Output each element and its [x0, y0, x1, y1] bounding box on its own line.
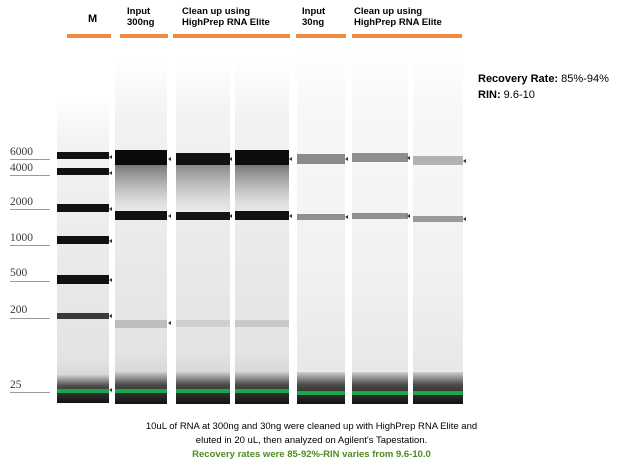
cleanup-2a-bands [352, 153, 408, 404]
ladder-line-6000 [10, 159, 50, 160]
header-cleanup-1-line2: HighPrep RNA Elite [182, 17, 270, 28]
header-input-300ng-line1: Input [127, 6, 151, 17]
ladder-line-500 [10, 281, 50, 282]
ladder-line-2000 [10, 209, 50, 210]
band-tick-marks [109, 155, 466, 392]
rin-note: RIN: 9.6-10 [478, 89, 535, 101]
ladder-label-500: 500 [10, 267, 28, 279]
caption-line-1: 10uL of RNA at 300ng and 30ng were clean… [145, 421, 478, 432]
caption-line-3: Recovery rates were 85-92%-RIN varies fr… [192, 449, 431, 460]
header-input-300ng-line2: 300ng [127, 17, 155, 28]
rin-label: RIN: [478, 89, 501, 101]
recovery-rate-value: 85%-94% [561, 73, 609, 85]
ladder-label-200: 200 [10, 304, 28, 316]
orange-bar-input-300ng [120, 34, 168, 38]
cleanup-2b-bands [413, 156, 463, 404]
lane-cleanup-2a [352, 45, 408, 405]
marker-band-4000 [57, 168, 109, 175]
header-cleanup-2-line1: Clean up using [354, 6, 423, 17]
marker-band-6000 [57, 152, 109, 159]
recovery-rate-note: Recovery Rate: 85%-94% [478, 73, 609, 85]
rin-value: 9.6-10 [503, 89, 535, 101]
lane-cleanup-1b [235, 60, 289, 405]
header-cleanup-1: Clean up using HighPrep RNA Elite [182, 6, 270, 28]
marker-band-200 [57, 313, 109, 319]
orange-bar-cleanup-2 [352, 34, 462, 38]
header-cleanup-2-line2: HighPrep RNA Elite [354, 17, 442, 28]
marker-band-2000 [57, 204, 109, 212]
ladder-line-25 [10, 392, 50, 393]
input-300ng-bands [115, 150, 167, 404]
green-marker-bands [57, 389, 463, 395]
caption-line-2: eluted in 20 uL, then analyzed on Agilen… [195, 435, 428, 446]
header-input-30ng: Input 30ng [302, 6, 325, 28]
header-input-30ng-line1: Input [302, 6, 326, 17]
lane-cleanup-1a [176, 60, 230, 405]
orange-bar-input-30ng [296, 34, 346, 38]
ladder-label-25: 25 [10, 379, 22, 391]
ladder-line-4000 [10, 175, 50, 176]
lane-marker [57, 95, 109, 405]
ladder-line-1000 [10, 245, 50, 246]
header-input-30ng-line2: 30ng [302, 17, 325, 28]
header-marker: M [88, 14, 97, 25]
lane-input-300ng [115, 60, 167, 405]
ladder-line-200 [10, 318, 50, 319]
marker-band-1000 [57, 236, 109, 244]
cleanup-1a-bands [176, 153, 230, 404]
marker-band-500 [57, 275, 109, 284]
input-30ng-bands [297, 154, 345, 404]
recovery-rate-label: Recovery Rate: [478, 73, 559, 85]
lane-input-30ng [297, 45, 345, 405]
header-input-300ng: Input 300ng [127, 6, 154, 28]
orange-bar-marker [67, 34, 111, 38]
ladder-label-4000: 4000 [10, 162, 33, 174]
header-cleanup-1-line1: Clean up using [182, 6, 251, 17]
cleanup-1b-bands [235, 150, 289, 404]
orange-bar-cleanup-1 [173, 34, 290, 38]
ladder-label-2000: 2000 [10, 196, 33, 208]
lane-cleanup-2b [413, 45, 463, 405]
ladder-label-1000: 1000 [10, 232, 33, 244]
header-marker-text: M [88, 13, 98, 25]
ladder-label-6000: 6000 [10, 146, 33, 158]
header-cleanup-2: Clean up using HighPrep RNA Elite [354, 6, 442, 28]
